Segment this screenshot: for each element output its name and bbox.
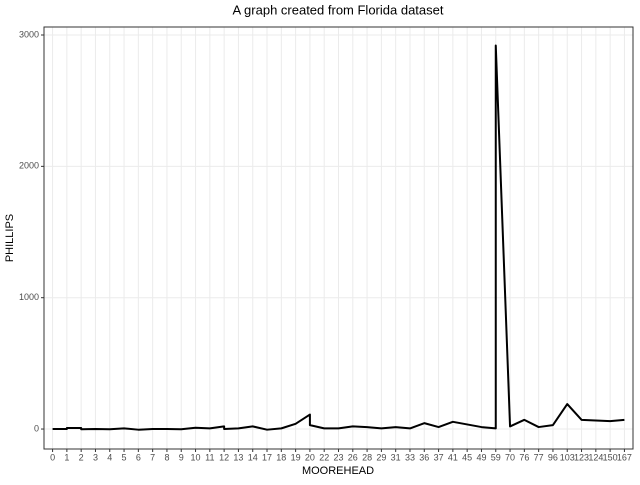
y-tick-label: 0 (34, 423, 39, 433)
x-tick-label: 29 (376, 452, 386, 462)
x-tick-label: 20 (305, 452, 315, 462)
x-tick-label: 12 (219, 452, 229, 462)
x-tick-label: 36 (419, 452, 429, 462)
y-tick-label: 1000 (19, 292, 39, 302)
data-line (52, 44, 625, 431)
x-tick-label: 37 (434, 452, 444, 462)
x-axis-label: MOOREHEAD (302, 465, 374, 477)
x-tick-label: 6 (136, 452, 141, 462)
x-tick-label: 76 (519, 452, 529, 462)
x-tick-label: 103 (560, 452, 575, 462)
x-tick-label: 59 (491, 452, 501, 462)
x-tick-label: 7 (150, 452, 155, 462)
x-tick-label: 19 (291, 452, 301, 462)
x-tick-label: 150 (603, 452, 618, 462)
x-tick-label: 5 (122, 452, 127, 462)
x-tick-label: 1 (64, 452, 69, 462)
x-tick-label: 9 (179, 452, 184, 462)
y-axis-label: PHILLIPS (4, 214, 16, 262)
x-tick-label: 22 (319, 452, 329, 462)
x-tick-label: 3 (93, 452, 98, 462)
x-tick-label: 28 (362, 452, 372, 462)
x-tick-label: 8 (164, 452, 169, 462)
x-tick-label: 10 (191, 452, 201, 462)
chart-title: A graph created from Florida dataset (232, 2, 443, 17)
x-tick-label: 124 (588, 452, 603, 462)
x-tick-label: 70 (505, 452, 515, 462)
x-tick-label: 123 (574, 452, 589, 462)
x-tick-label: 41 (448, 452, 458, 462)
x-tick-label: 13 (233, 452, 243, 462)
x-tick-label: 23 (333, 452, 343, 462)
y-tick-label: 3000 (19, 29, 39, 39)
x-tick-label: 17 (262, 452, 272, 462)
x-tick-label: 0 (50, 452, 55, 462)
x-tick-label: 33 (405, 452, 415, 462)
x-tick-label: 167 (617, 452, 632, 462)
x-tick-label: 77 (534, 452, 544, 462)
x-tick-label: 14 (248, 452, 258, 462)
x-tick-label: 96 (548, 452, 558, 462)
x-tick-label: 18 (276, 452, 286, 462)
x-tick-label: 26 (348, 452, 358, 462)
x-tick-label: 11 (205, 452, 214, 462)
panel-border (43, 26, 634, 450)
x-tick-label: 31 (391, 452, 401, 462)
x-tick-label: 2 (79, 452, 84, 462)
x-tick-label: 45 (462, 452, 472, 462)
x-tick-label: 49 (476, 452, 486, 462)
x-tick-label: 4 (107, 452, 112, 462)
y-tick-label: 2000 (19, 161, 39, 171)
